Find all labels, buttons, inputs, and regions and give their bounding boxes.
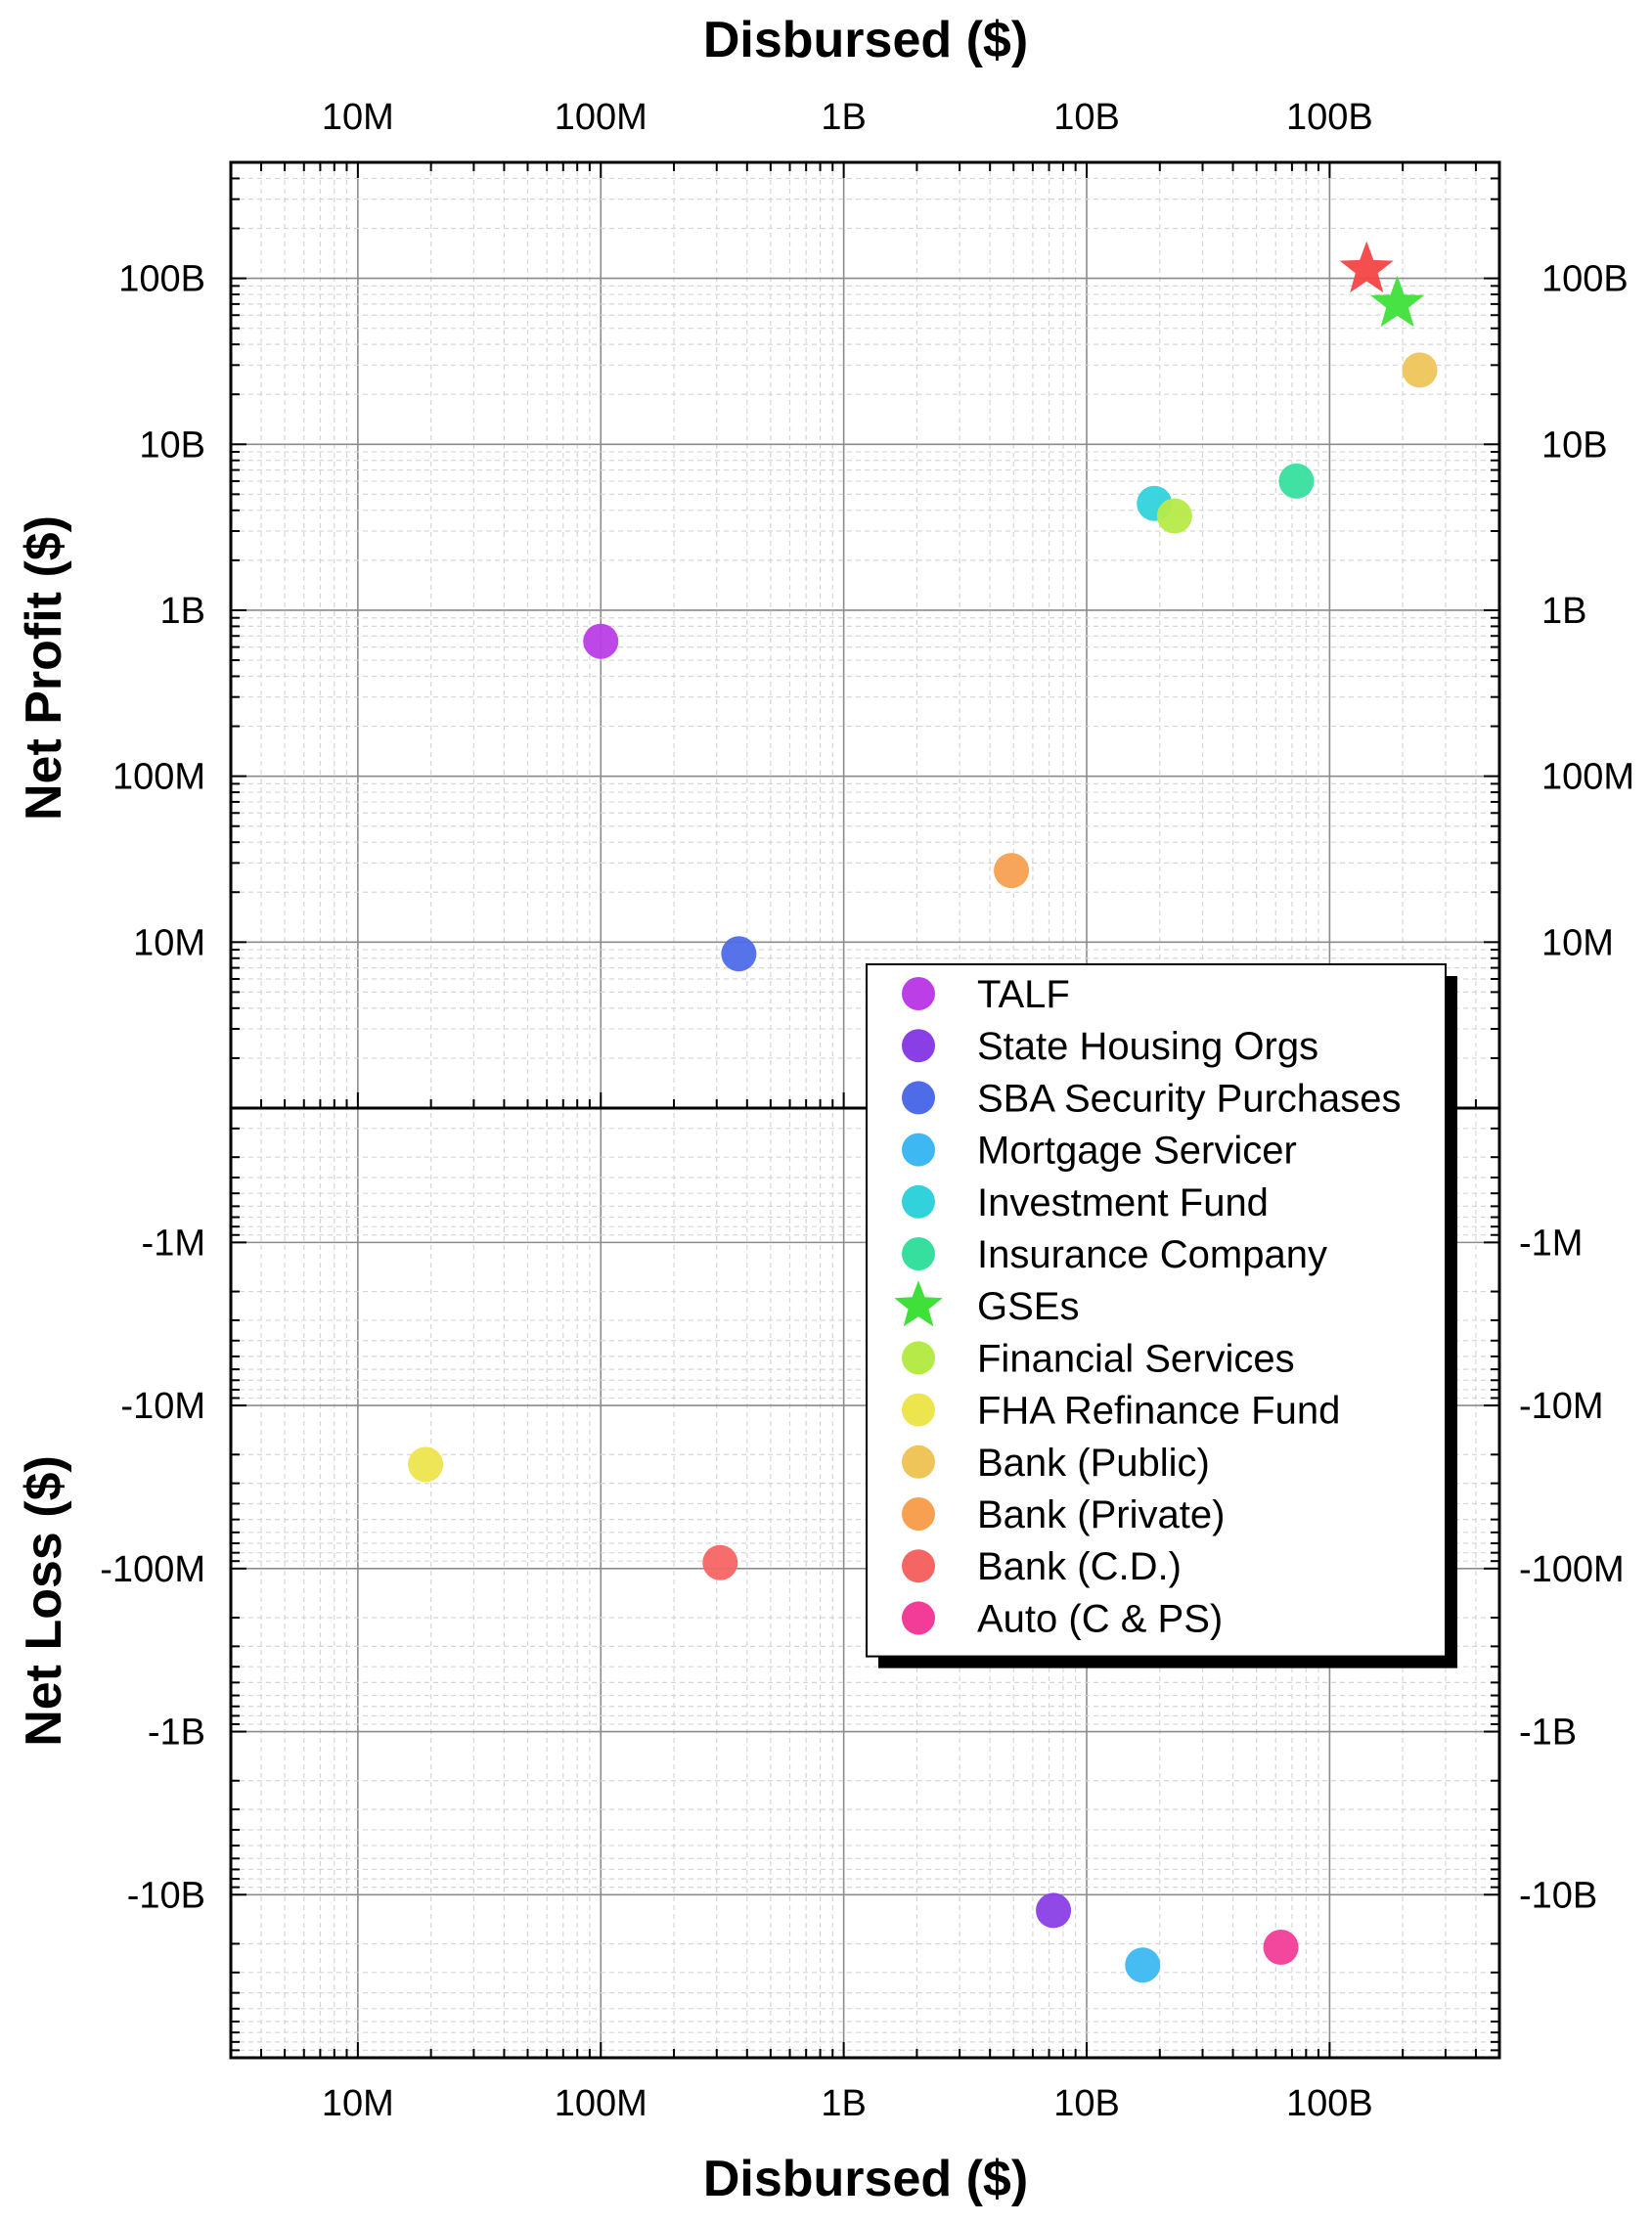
legend-marker-bank-private bbox=[902, 1497, 935, 1531]
legend-marker-financial-services bbox=[902, 1341, 935, 1375]
x-tick-label-bottom: 10M bbox=[322, 2083, 394, 2124]
tick-labels: 10M 10M 100M 100M 1B 1B 10B 10B 100B 100B 10M 10M 10… bbox=[100, 97, 1634, 2124]
legend-box bbox=[866, 963, 1447, 1658]
point-mortgage-servicer bbox=[1125, 1947, 1161, 1983]
y-tick-label-right: -10M bbox=[1519, 1386, 1604, 1427]
point-bank-c-d bbox=[702, 1544, 738, 1580]
y-tick-label-right: -1M bbox=[1519, 1223, 1583, 1264]
y-axis-title-profit: Net Profit ($) bbox=[16, 515, 72, 821]
legend-marker-gses bbox=[894, 1280, 943, 1327]
legend-label-investment-fund: Investment Fund bbox=[977, 1181, 1269, 1224]
x-axis-title-top: Disbursed ($) bbox=[703, 12, 1028, 68]
y-tick-label-left: -100M bbox=[100, 1549, 205, 1590]
point-sba-security-purchases bbox=[721, 936, 757, 972]
y-tick-label-right: -100M bbox=[1519, 1549, 1625, 1590]
legend-marker-auto-c-ps bbox=[902, 1601, 935, 1635]
legend-marker-bank-c-d bbox=[902, 1549, 935, 1583]
y-axis-title-loss: Net Loss ($) bbox=[16, 1455, 72, 1747]
y-tick-label-right: 10B bbox=[1541, 424, 1608, 466]
y-tick-label-right: -1B bbox=[1519, 1712, 1577, 1754]
y-tick-label-right: 100M bbox=[1541, 757, 1634, 798]
y-tick-label-left: -1B bbox=[148, 1712, 205, 1754]
legend-label-state-housing-orgs: State Housing Orgs bbox=[977, 1025, 1318, 1068]
y-tick-label-right: -10B bbox=[1519, 1875, 1597, 1916]
x-tick-label-bottom: 10B bbox=[1053, 2083, 1120, 2124]
y-tick-label-right: 10M bbox=[1541, 922, 1614, 963]
point-bank-private bbox=[994, 853, 1030, 889]
plot-frame bbox=[229, 160, 1501, 2060]
legend-marker-investment-fund bbox=[902, 1184, 935, 1219]
y-tick-label-left: 10B bbox=[139, 424, 205, 466]
legend-marker-mortgage-servicer bbox=[902, 1133, 935, 1167]
x-axis-title-bottom: Disbursed ($) bbox=[703, 2151, 1028, 2207]
point-bank-public bbox=[1402, 352, 1438, 388]
y-tick-label-left: 100B bbox=[118, 259, 205, 300]
legend-label-insurance-company: Insurance Company bbox=[977, 1233, 1327, 1276]
x-tick-label-top: 100M bbox=[555, 97, 647, 138]
y-tick-label-left: -10M bbox=[120, 1386, 205, 1427]
legend-label-bank-public: Bank (Public) bbox=[977, 1442, 1210, 1485]
point-highlight bbox=[1339, 241, 1394, 293]
x-tick-label-bottom: 100M bbox=[555, 2083, 647, 2124]
x-tick-label-top: 100B bbox=[1286, 97, 1373, 138]
legend-marker-state-housing-orgs bbox=[902, 1029, 935, 1063]
point-talf bbox=[583, 623, 619, 659]
x-tick-label-bottom: 1B bbox=[821, 2083, 866, 2124]
y-tick-label-right: 100B bbox=[1541, 259, 1629, 300]
y-tick-label-left: -10B bbox=[127, 1875, 205, 1916]
y-tick-label-left: 1B bbox=[160, 591, 205, 632]
x-tick-label-top: 10M bbox=[322, 97, 394, 138]
legend-marker-bank-public bbox=[902, 1445, 935, 1479]
legend-label-financial-services: Financial Services bbox=[977, 1337, 1295, 1380]
point-state-housing-orgs bbox=[1036, 1892, 1072, 1929]
legend-label-mortgage-servicer: Mortgage Servicer bbox=[977, 1130, 1297, 1173]
legend-label-sba-security-purchases: SBA Security Purchases bbox=[977, 1077, 1402, 1120]
legend-label-auto-c-ps: Auto (C & PS) bbox=[977, 1597, 1223, 1640]
legend-marker-insurance-company bbox=[902, 1237, 935, 1270]
y-tick-label-right: 1B bbox=[1541, 591, 1586, 632]
data-points bbox=[408, 241, 1438, 1983]
point-insurance-company bbox=[1278, 463, 1315, 499]
x-tick-label-top: 1B bbox=[821, 97, 866, 138]
legend-marker-sba-security-purchases bbox=[902, 1081, 935, 1115]
point-gses bbox=[1370, 275, 1425, 328]
y-tick-label-left: 100M bbox=[112, 757, 205, 798]
x-tick-label-top: 10B bbox=[1053, 97, 1120, 138]
y-tick-label-left: 10M bbox=[133, 922, 205, 963]
x-tick-label-bottom: 100B bbox=[1286, 2083, 1373, 2124]
legend-marker-fha-refinance-fund bbox=[902, 1393, 935, 1427]
legend: TALF State Housing Orgs SBA Security Purch… bbox=[866, 963, 1457, 1668]
legend-marker-talf bbox=[902, 977, 935, 1010]
y-tick-label-left: -1M bbox=[142, 1223, 205, 1264]
point-fha-refinance-fund bbox=[408, 1446, 444, 1483]
legend-label-fha-refinance-fund: FHA Refinance Fund bbox=[977, 1390, 1340, 1433]
point-auto-c-ps bbox=[1263, 1929, 1299, 1965]
legend-label-gses: GSEs bbox=[977, 1285, 1079, 1328]
point-financial-services bbox=[1156, 498, 1192, 534]
legend-label-bank-c-d: Bank (C.D.) bbox=[977, 1545, 1182, 1588]
legend-label-bank-private: Bank (Private) bbox=[977, 1493, 1225, 1536]
legend-label-talf: TALF bbox=[977, 973, 1070, 1016]
